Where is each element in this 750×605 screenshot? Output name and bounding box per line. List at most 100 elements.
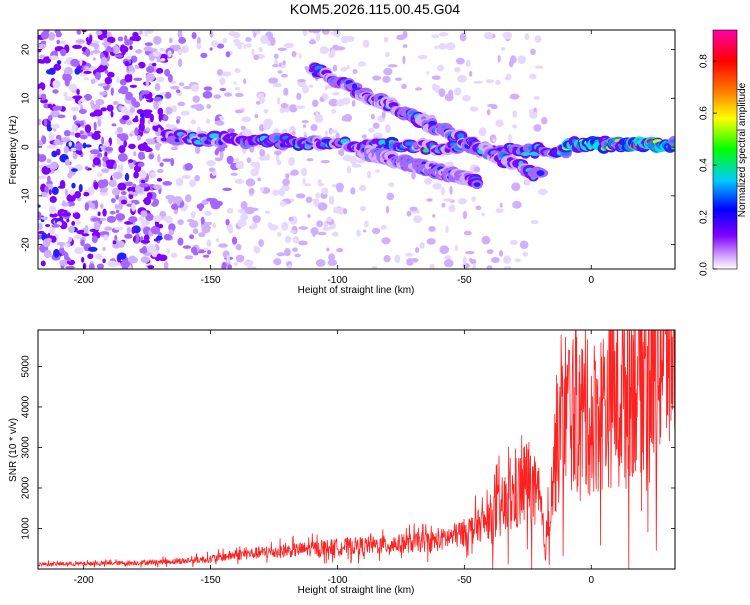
spectrogram-cell [333,206,339,214]
spectrogram-cell [165,215,173,224]
spectrogram-cell [68,236,73,243]
spectrogram-cell [253,54,259,61]
spectrogram-cell [98,64,108,71]
spectrogram-feature-main-band [273,135,280,141]
spectrogram-cell [483,31,493,40]
spectrogram-cell [342,154,353,162]
spectrogram-cell [159,162,164,167]
spectrogram-cell [214,120,225,126]
spectrogram-cell [89,34,93,43]
spectrogram-cell [38,154,47,163]
spectrogram-cell [517,55,527,65]
spectrogram-cell [170,158,175,167]
spectrogram-cell [79,72,88,77]
spectrogram-cell [181,174,191,180]
spectrogram-cell [48,188,52,195]
spectrogram-cell [319,46,329,55]
spectrogram-cell [59,179,66,189]
spectrogram-cell [280,102,288,109]
spectrogram-cell [227,264,233,269]
spectrogram-cell [331,109,337,114]
spectrogram-cell [258,155,269,161]
spectrogram-cell [234,157,240,164]
spectrogram-cell [184,163,193,171]
spectrogram-y-tick-label: 10 [21,92,32,104]
spectrogram-cell [205,118,211,124]
spectrogram-cell [382,75,391,84]
spectrogram-cell [91,217,101,222]
spectrogram-cell [64,188,69,196]
spectrogram-cell [257,177,261,182]
spectrogram-cell [128,190,134,195]
spectrogram-cell [164,91,172,99]
spectrogram-cell [40,30,49,40]
spectrogram-cell [128,255,137,264]
spectrogram-cell [260,35,269,45]
spectrogram-cell [130,55,138,63]
spectrogram-cell [107,260,117,267]
spectrogram-cell [140,89,145,96]
spectrogram-cell [176,116,181,121]
spectrogram-cell [91,235,98,244]
spectrogram-cell [448,204,456,213]
spectrogram-cell [38,222,43,231]
spectrogram-cell [140,179,146,184]
spectrogram-cell [371,265,378,269]
spectrogram-cell [434,45,439,50]
spectrogram-cell [124,60,130,67]
spectrogram-cell [463,230,472,236]
spectrogram-cell [357,61,366,67]
spectrogram-cell [370,113,375,120]
spectrogram-cell [394,77,403,81]
spectrogram-cell [441,202,446,208]
spectrogram-cell [120,199,128,205]
spectrogram-cell [512,200,522,209]
spectrogram-cell [478,127,487,137]
spectrogram-cell [117,152,128,162]
spectrogram-cell [115,213,126,221]
spectrogram-cell [120,106,128,114]
spectrogram-cell [302,124,306,128]
spectrogram-cell [250,161,258,167]
spectrogram-cell [60,48,67,57]
spectrogram-cell [438,42,447,50]
spectrogram-cell [81,233,90,237]
spectrogram-cell [495,119,504,128]
spectrogram-cell [119,45,129,54]
spectrogram-cell [189,234,195,240]
spectrogram-cell [234,178,245,185]
spectrogram-cell [133,35,142,42]
spectrogram-cell [237,209,247,214]
spectrogram-cell [56,241,66,246]
spectrogram-cell [438,32,449,37]
spectrogram-cell [212,222,217,229]
snr-y-tick-label: 4000 [21,395,32,418]
spectrogram-cell [152,50,160,57]
snr-axes: -200 -150 -100 -50 0 1000 2000 3000 4000 5000 [21,330,675,586]
spectrogram-cell [530,219,539,225]
spectrogram-cell [529,111,538,119]
spectrogram-cell [168,229,175,236]
spectrogram-cell [206,249,212,255]
spectrogram-cell [233,261,238,266]
spectrogram-cell [137,162,145,168]
spectrogram-cell [100,203,104,209]
spectrogram-cell [102,247,106,251]
spectrogram-y-label: Frequency (Hz) [8,116,19,185]
spectrogram-cell [322,226,332,231]
spectrogram-cell [248,225,255,230]
spectrogram-y-tick-label: 20 [21,44,32,56]
spectrogram-cell [189,220,199,228]
spectrogram-cell [277,47,288,51]
spectrogram-cell [74,67,81,75]
spectrogram-cell [48,31,56,41]
spectrogram-cell [245,43,252,48]
spectrogram-cell [140,210,148,218]
spectrogram-cell [288,216,294,222]
spectrogram-cell [107,71,115,78]
spectrogram-cell [153,184,162,190]
spectrogram-cell [135,239,139,244]
spectrogram-cell [426,238,436,245]
spectrogram-cell [43,118,48,127]
spectrogram-cell [240,125,246,131]
